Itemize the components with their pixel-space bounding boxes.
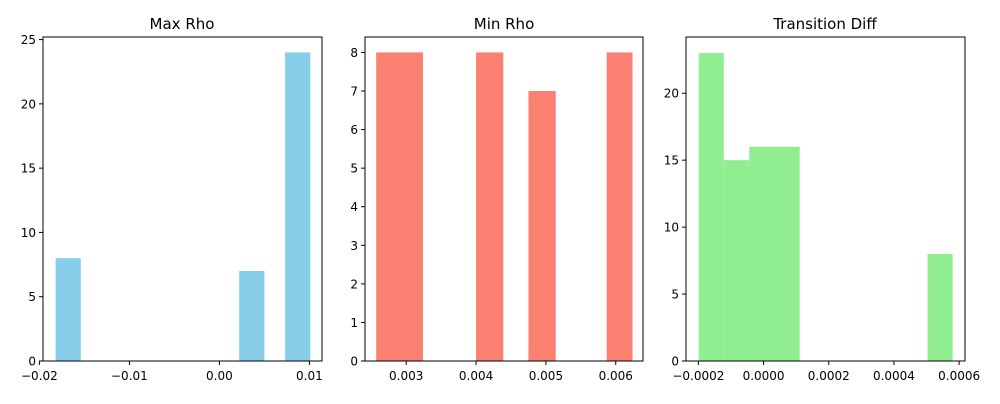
max-rho-x-tick-label-0: −0.02	[21, 369, 58, 383]
transition-diff-y-tick-label-1: 5	[671, 288, 679, 302]
transition-diff-y-tick-label-2: 10	[664, 221, 679, 235]
transition-diff-bar-4	[928, 254, 953, 361]
min-rho-y-tick-label-8: 8	[350, 46, 358, 60]
transition-diff-x-tick-label-3: 0.0004	[873, 369, 915, 383]
min-rho-y-tick-label-7: 7	[350, 85, 358, 99]
transition-diff-y-tick-label-3: 15	[664, 154, 679, 168]
min-rho-bar-1	[476, 52, 503, 361]
max-rho-y-tick-label-0: 0	[28, 355, 36, 369]
min-rho-y-tick-label-4: 4	[350, 200, 358, 214]
transition-diff-bar-2	[749, 147, 774, 361]
min-rho-bar-3	[607, 52, 633, 361]
max-rho-y-tick-label-5: 25	[21, 33, 36, 47]
max-rho-y-tick-label-1: 5	[28, 290, 36, 304]
min-rho-y-tick-label-3: 3	[350, 239, 358, 253]
min-rho-y-tick-label-1: 1	[350, 316, 358, 330]
transition-diff-title: Transition Diff	[772, 15, 877, 33]
transition-diff-y-tick-label-4: 20	[664, 87, 679, 101]
max-rho-y-tick-label-2: 10	[21, 226, 36, 240]
max-rho-y-tick-label-4: 20	[21, 97, 36, 111]
max-rho-title: Max Rho	[150, 15, 215, 33]
transition-diff-x-tick-label-4: 0.0006	[938, 369, 980, 383]
min-rho-x-tick-label-0: 0.003	[389, 369, 423, 383]
transition-diff-x-tick-label-1: 0.0000	[743, 369, 785, 383]
transition-diff-y-tick-label-0: 0	[671, 355, 679, 369]
min-rho-x-tick-label-3: 0.006	[599, 369, 633, 383]
min-rho-y-tick-label-2: 2	[350, 277, 358, 291]
min-rho-y-tick-label-6: 6	[350, 123, 358, 137]
max-rho-bar-0	[56, 258, 81, 361]
transition-diff-bar-0	[699, 53, 724, 361]
transition-diff-bar-3	[774, 147, 799, 361]
min-rho-title: Min Rho	[474, 15, 535, 33]
transition-diff-bar-1	[724, 160, 749, 361]
min-rho-bar-2	[528, 91, 555, 361]
max-rho-bar-1	[239, 271, 264, 361]
transition-diff-x-tick-label-0: −0.0002	[672, 369, 724, 383]
max-rho-y-tick-label-3: 15	[21, 162, 36, 176]
max-rho-x-tick-label-3: 0.01	[296, 369, 323, 383]
min-rho-x-tick-label-2: 0.005	[529, 369, 563, 383]
min-rho-y-tick-label-0: 0	[350, 355, 358, 369]
max-rho-x-tick-label-2: 0.00	[206, 369, 233, 383]
min-rho-y-tick-label-5: 5	[350, 162, 358, 176]
max-rho-x-tick-label-1: −0.01	[111, 369, 148, 383]
min-rho-x-tick-label-1: 0.004	[459, 369, 493, 383]
transition-diff-x-tick-label-2: 0.0002	[808, 369, 850, 383]
max-rho-bar-2	[285, 52, 310, 361]
min-rho-bar-0	[376, 52, 423, 361]
